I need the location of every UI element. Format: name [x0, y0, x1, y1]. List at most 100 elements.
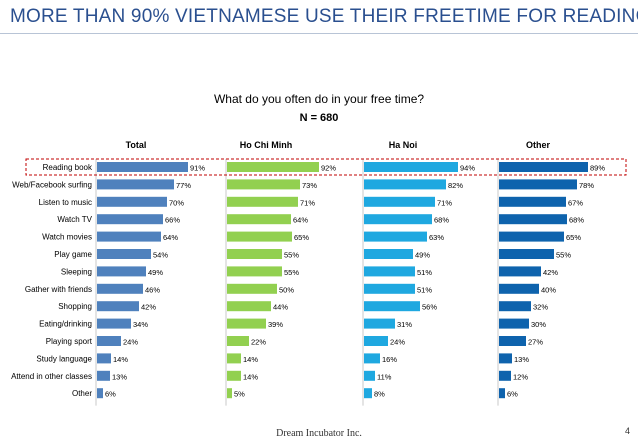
series-header-other: Other: [526, 140, 551, 150]
category-label-gather-with-friends: Gather with friends: [25, 285, 92, 294]
highlight-box-reading-book: [25, 158, 627, 176]
value-label-ha-noi-gather-with-friends: 51%: [417, 285, 432, 294]
bar-other-play-game: [499, 249, 554, 259]
bar-total-eating-drinking: [97, 318, 131, 329]
chart-title: What do you often do in your free time?: [213, 92, 425, 106]
bar-ha-noi-other: [364, 388, 372, 399]
value-label-total-sleeping: 49%: [148, 268, 163, 277]
value-label-ha-noi-reading-book: 94%: [460, 164, 475, 173]
bar-other-listen-to-music: [499, 196, 566, 207]
value-label-other-watch-movies: 65%: [566, 233, 581, 242]
value-label-ha-noi-playing-sport: 24%: [390, 338, 405, 347]
value-label-other-eating-drinking: 30%: [531, 320, 546, 329]
sample-size: N = 680: [299, 112, 339, 124]
value-label-ha-noi-shopping: 56%: [422, 303, 437, 312]
bar-ha-noi-web-facebook-surfing: [364, 179, 446, 190]
value-label-other-gather-with-friends: 40%: [541, 285, 556, 294]
bar-ha-noi-sleeping: [364, 266, 415, 277]
bar-other-attend-in-other-classes: [499, 370, 511, 381]
value-label-ho-chi-minh-other: 5%: [234, 390, 245, 399]
value-label-total-shopping: 42%: [141, 303, 156, 312]
category-label-shopping: Shopping: [58, 302, 92, 311]
value-label-ha-noi-watch-tv: 68%: [434, 216, 449, 225]
bar-total-listen-to-music: [97, 196, 167, 207]
bar-ho-chi-minh-reading-book: [227, 162, 319, 172]
value-label-ho-chi-minh-gather-with-friends: 50%: [279, 285, 294, 294]
value-label-other-playing-sport: 27%: [528, 338, 543, 347]
value-label-ha-noi-attend-in-other-classes: 11%: [377, 372, 392, 381]
value-label-other-reading-book: 89%: [590, 164, 605, 173]
bar-other-reading-book: [499, 162, 588, 172]
value-label-other-web-facebook-surfing: 78%: [579, 181, 594, 190]
value-label-total-attend-in-other-classes: 13%: [112, 372, 127, 381]
value-label-total-gather-with-friends: 46%: [145, 285, 160, 294]
bar-ho-chi-minh-listen-to-music: [227, 196, 298, 207]
value-label-total-study-language: 14%: [113, 355, 128, 364]
bar-total-shopping: [97, 301, 139, 312]
value-label-other-study-language: 13%: [514, 355, 529, 364]
series-header-total: Total: [126, 140, 147, 150]
value-label-ho-chi-minh-study-language: 14%: [243, 355, 258, 364]
bar-other-playing-sport: [499, 336, 526, 346]
footer-company: Dream Incubator Inc.: [276, 428, 362, 439]
value-label-ho-chi-minh-eating-drinking: 39%: [268, 320, 283, 329]
bar-total-watch-tv: [97, 214, 163, 225]
value-label-total-playing-sport: 24%: [123, 338, 138, 347]
value-label-ho-chi-minh-shopping: 44%: [273, 303, 288, 312]
value-label-ha-noi-eating-drinking: 31%: [397, 320, 412, 329]
value-label-ho-chi-minh-web-facebook-surfing: 73%: [302, 181, 317, 190]
category-label-playing-sport: Playing sport: [46, 337, 93, 346]
bar-other-study-language: [499, 353, 512, 364]
bar-other-shopping: [499, 301, 531, 312]
category-label-attend-in-other-classes: Attend in other classes: [11, 372, 92, 381]
value-label-other-play-game: 55%: [556, 251, 571, 260]
bar-ha-noi-listen-to-music: [364, 196, 435, 207]
value-label-ho-chi-minh-playing-sport: 22%: [251, 338, 266, 347]
value-label-total-eating-drinking: 34%: [133, 320, 148, 329]
value-label-ho-chi-minh-listen-to-music: 71%: [300, 198, 315, 207]
bar-total-reading-book: [97, 162, 188, 172]
bar-ha-noi-eating-drinking: [364, 318, 395, 329]
value-label-other-shopping: 32%: [533, 303, 548, 312]
value-label-ho-chi-minh-watch-movies: 65%: [294, 233, 309, 242]
bar-other-watch-tv: [499, 214, 567, 225]
bar-ha-noi-shopping: [364, 301, 420, 312]
value-label-other-watch-tv: 68%: [569, 216, 584, 225]
bar-ho-chi-minh-study-language: [227, 353, 241, 364]
bar-ho-chi-minh-gather-with-friends: [227, 283, 277, 294]
value-label-total-web-facebook-surfing: 77%: [176, 181, 191, 190]
bar-other-sleeping: [499, 266, 541, 277]
value-label-total-listen-to-music: 70%: [169, 198, 184, 207]
value-label-total-reading-book: 91%: [190, 164, 205, 173]
value-label-ho-chi-minh-watch-tv: 64%: [293, 216, 308, 225]
category-label-other: Other: [72, 389, 92, 398]
bar-total-sleeping: [97, 266, 146, 277]
bar-ha-noi-watch-movies: [364, 231, 427, 242]
bar-other-watch-movies: [499, 231, 564, 242]
title-divider: [0, 33, 638, 34]
bar-total-attend-in-other-classes: [97, 370, 110, 381]
category-label-sleeping: Sleeping: [61, 267, 92, 276]
value-label-ha-noi-listen-to-music: 71%: [437, 198, 452, 207]
bar-total-gather-with-friends: [97, 283, 143, 294]
bar-total-study-language: [97, 353, 111, 364]
category-label-study-language: Study language: [36, 354, 92, 363]
bar-ho-chi-minh-watch-movies: [227, 231, 292, 242]
category-label-watch-tv: Watch TV: [57, 215, 92, 224]
bar-total-web-facebook-surfing: [97, 179, 174, 190]
value-label-ha-noi-sleeping: 51%: [417, 268, 432, 277]
bar-ha-noi-play-game: [364, 249, 413, 259]
value-label-other-other: 6%: [507, 390, 518, 399]
bar-ho-chi-minh-watch-tv: [227, 214, 291, 225]
bar-other-web-facebook-surfing: [499, 179, 577, 190]
value-label-total-watch-movies: 64%: [163, 233, 178, 242]
bar-ho-chi-minh-playing-sport: [227, 336, 249, 346]
value-label-ho-chi-minh-sleeping: 55%: [284, 268, 299, 277]
value-label-total-watch-tv: 66%: [165, 216, 180, 225]
bar-ha-noi-reading-book: [364, 162, 458, 172]
category-label-reading-book: Reading book: [43, 163, 93, 172]
value-label-ha-noi-play-game: 49%: [415, 251, 430, 260]
value-label-ha-noi-other: 8%: [374, 390, 385, 399]
bar-other-eating-drinking: [499, 318, 529, 329]
